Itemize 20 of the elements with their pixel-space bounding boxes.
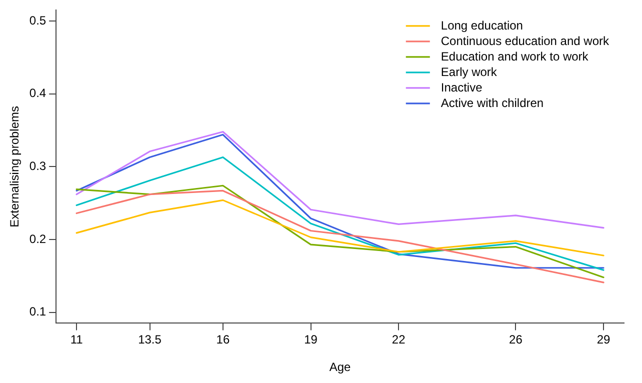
x-tick-label: 22 — [392, 332, 406, 347]
x-tick-label: 29 — [596, 332, 610, 347]
x-tick-label: 11 — [70, 332, 84, 347]
legend-label: Continuous education and work — [440, 34, 610, 48]
legend-label: Long education — [440, 18, 523, 32]
x-tick-label: 16 — [216, 332, 230, 347]
x-tick-label: 26 — [509, 332, 523, 347]
x-tick-label: 19 — [304, 332, 318, 347]
legend-label: Education and work to work — [440, 49, 590, 64]
legend-label: Early work — [440, 64, 498, 79]
legend-label: Inactive — [440, 80, 483, 94]
y-tick-label: 0.1 — [29, 304, 46, 319]
y-tick-label: 0.2 — [29, 232, 46, 246]
y-axis-title: Externalising problems — [8, 106, 22, 228]
y-tick-label: 0.5 — [29, 13, 46, 28]
y-tick-label: 0.3 — [29, 159, 46, 174]
legend-label: Active with children — [440, 96, 544, 110]
y-tick-label: 0.4 — [29, 86, 46, 100]
x-tick-label: 13.5 — [138, 332, 162, 347]
x-axis-title: Age — [329, 360, 352, 374]
